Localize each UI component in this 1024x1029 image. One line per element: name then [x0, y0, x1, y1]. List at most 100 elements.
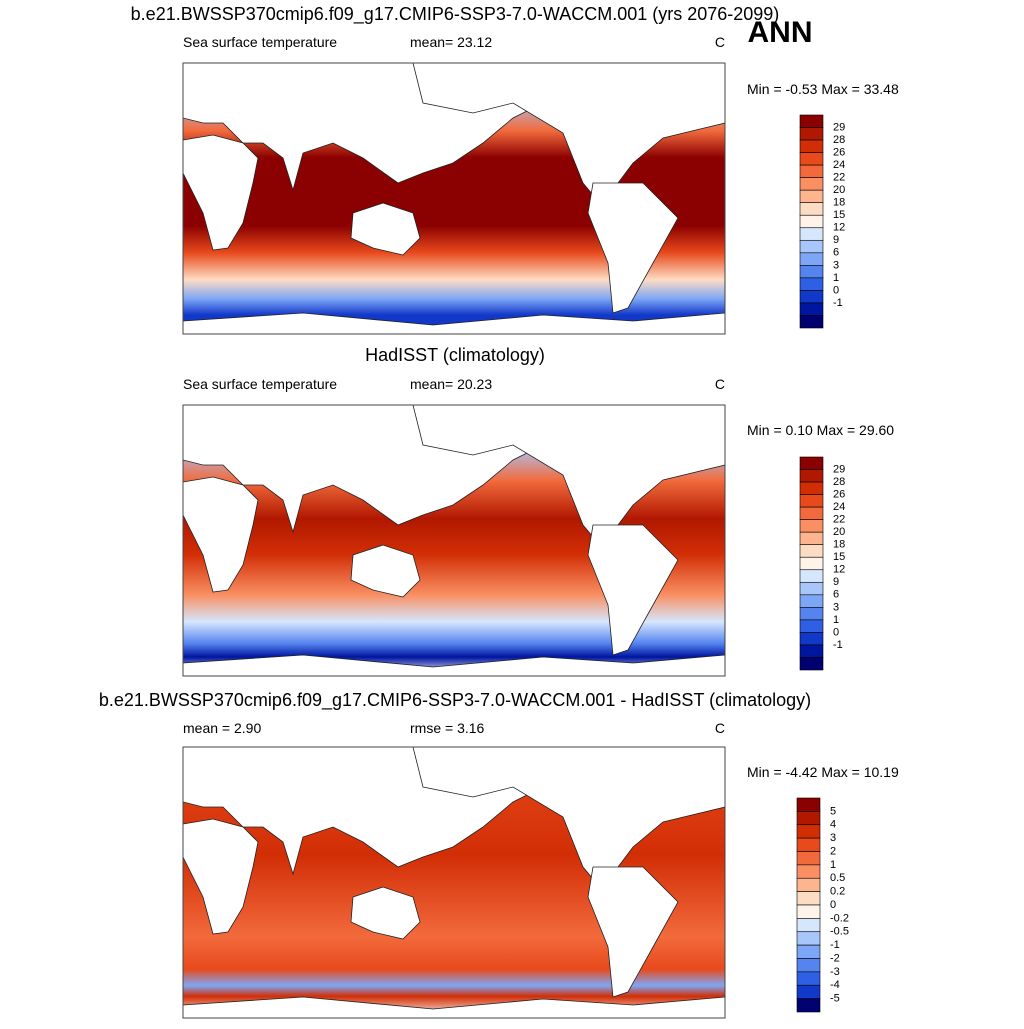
- colorbar-box: [796, 984, 821, 999]
- colorbar-label: 4: [830, 819, 836, 831]
- colorbar-box: [799, 152, 824, 166]
- colorbar-box: [799, 506, 824, 520]
- min-max: Min = 0.10 Max = 29.60: [747, 422, 894, 438]
- units: C: [715, 720, 725, 736]
- colorbar-label: 3: [833, 601, 839, 613]
- colorbar-label: -5: [830, 993, 840, 1005]
- colorbar-box: [799, 469, 824, 483]
- colorbar-box: [796, 891, 821, 906]
- colorbar-box: [796, 797, 821, 812]
- colorbar-box: [799, 214, 824, 229]
- colorbar-label: 9: [833, 576, 839, 588]
- colorbar-label: 0.2: [830, 886, 845, 898]
- colorbar-label: 26: [833, 146, 845, 158]
- colorbar-box: [799, 277, 824, 291]
- colorbar-label: 18: [833, 197, 845, 209]
- colorbar-box: [799, 315, 824, 329]
- colorbar-box: [796, 958, 821, 973]
- map-frame: [182, 404, 726, 677]
- colorbar-label: 28: [833, 476, 845, 488]
- colorbar-box: [799, 494, 824, 508]
- colorbar-box: [799, 519, 824, 533]
- colorbar-label: 3: [833, 259, 839, 271]
- colorbar-label: 3: [830, 832, 836, 844]
- panel-title: b.e21.BWSSP370cmip6.f09_g17.CMIP6-SSP3-7…: [99, 690, 811, 711]
- colorbar-box: [799, 632, 824, 646]
- colorbar-label: 26: [833, 488, 845, 500]
- colorbar-label: -4: [830, 979, 840, 991]
- season: ANN: [748, 16, 813, 49]
- colorbar-box: [799, 657, 824, 671]
- units: C: [715, 376, 725, 392]
- colorbar-label: 6: [833, 589, 839, 601]
- colorbar-box: [799, 177, 824, 191]
- colorbar-label: 1: [830, 859, 836, 871]
- colorbar-label: 20: [833, 184, 845, 196]
- colorbar-box: [799, 619, 824, 633]
- colorbar-label: 1: [833, 272, 839, 284]
- colorbar-label: 15: [833, 209, 845, 221]
- colorbar-label: 6: [833, 247, 839, 259]
- colorbar-box: [796, 918, 821, 933]
- colorbar-label: 28: [833, 134, 845, 146]
- colorbar-box: [796, 837, 821, 852]
- colorbar-label: 20: [833, 526, 845, 538]
- colorbar-box: [799, 252, 824, 266]
- colorbar-box: [796, 811, 821, 826]
- colorbar-box: [799, 265, 824, 279]
- center-label: rmse = 3.16: [410, 720, 485, 736]
- colorbar-label: 5: [830, 805, 836, 817]
- colorbar-box: [796, 851, 821, 866]
- min-max: Min = -4.42 Max = 10.19: [747, 764, 899, 780]
- colorbar-box: [796, 971, 821, 986]
- colorbar-box: [799, 202, 824, 216]
- panel-title: HadISST (climatology): [365, 345, 545, 365]
- colorbar-label: -0.5: [830, 926, 849, 938]
- colorbar-box: [799, 581, 824, 596]
- colorbar-label: -2: [830, 952, 840, 964]
- colorbar-label: 29: [833, 121, 845, 133]
- colorbar-box: [799, 531, 824, 546]
- left-label: mean = 2.90: [183, 720, 261, 736]
- colorbar-box: [796, 877, 821, 892]
- colorbar-label: -1: [830, 939, 840, 951]
- colorbar-box: [796, 824, 821, 839]
- colorbar-label: 12: [833, 564, 845, 576]
- map-frame: [182, 62, 726, 335]
- colorbar-label: -1: [833, 297, 843, 309]
- colorbar-label: 12: [833, 222, 845, 234]
- center-label: mean= 20.23: [410, 376, 492, 392]
- colorbar-box: [799, 302, 824, 316]
- colorbar-box: [799, 139, 824, 153]
- colorbar-box: [799, 127, 824, 141]
- colorbar-box: [796, 998, 821, 1013]
- colorbar-label: 0: [833, 626, 839, 638]
- colorbar-box: [799, 569, 824, 583]
- colorbar-box: [799, 481, 824, 495]
- panel-title: b.e21.BWSSP370cmip6.f09_g17.CMIP6-SSP3-7…: [131, 4, 780, 25]
- colorbar-label: 29: [833, 463, 845, 475]
- colorbar-label: 24: [833, 501, 845, 513]
- colorbar-label: 22: [833, 514, 845, 526]
- colorbar-box: [799, 607, 824, 621]
- units: C: [715, 34, 725, 50]
- colorbar-box: [799, 114, 824, 128]
- colorbar-box: [799, 556, 824, 571]
- colorbar-label: 0: [833, 284, 839, 296]
- colorbar-box: [799, 290, 824, 304]
- colorbar-box: [799, 644, 824, 658]
- colorbar-box: [799, 544, 824, 558]
- map-frame: [182, 746, 726, 1019]
- colorbar-box: [799, 594, 824, 608]
- left-label: Sea surface temperature: [183, 376, 337, 392]
- colorbar-label: -1: [833, 639, 843, 651]
- center-label: mean= 23.12: [410, 34, 492, 50]
- colorbar-label: 0.5: [830, 872, 845, 884]
- colorbar-label: 9: [833, 234, 839, 246]
- colorbar-label: 24: [833, 159, 845, 171]
- colorbar-box: [796, 864, 821, 879]
- colorbar-label: 0: [830, 899, 836, 911]
- min-max: Min = -0.53 Max = 33.48: [747, 81, 899, 97]
- colorbar-label: 2: [830, 845, 836, 857]
